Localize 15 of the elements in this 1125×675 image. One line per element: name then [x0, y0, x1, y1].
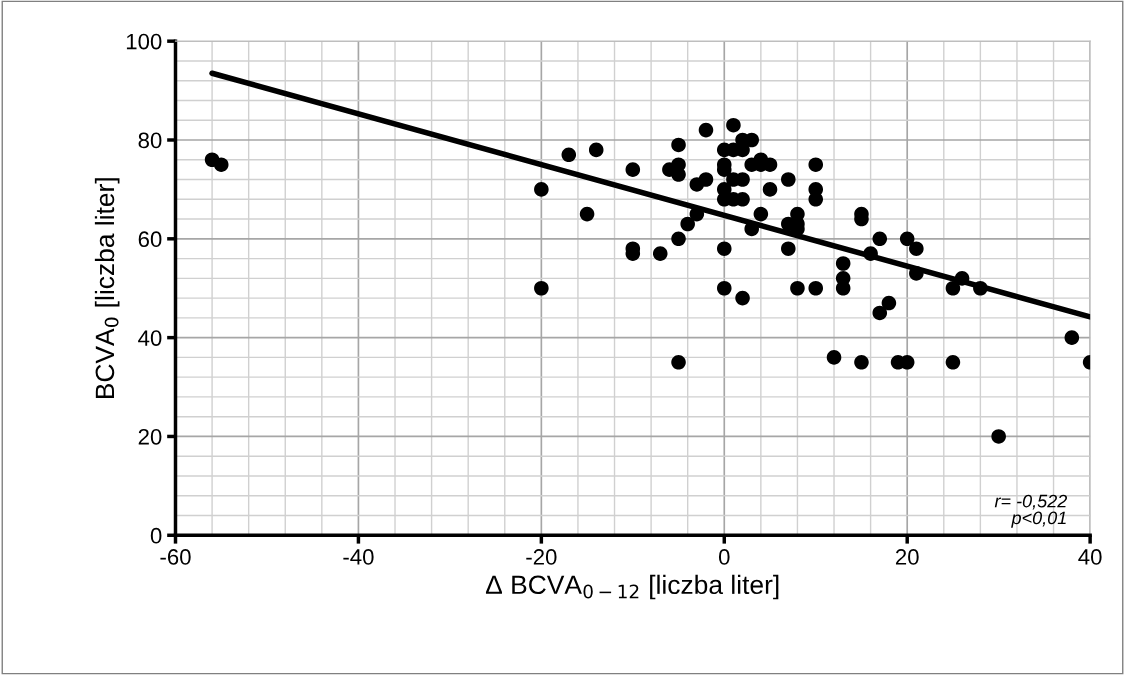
x-tick-label: 0	[718, 549, 730, 565]
x-tick-label: -40	[343, 549, 374, 565]
y-axis-title: BCVA$_{0}$ [liczba liter]	[94, 178, 120, 399]
y-tick-label: 100	[126, 33, 162, 50]
y-tick-label: 40	[138, 330, 162, 346]
x-tick-label: 20	[895, 549, 919, 565]
x-tick-label: -20	[526, 549, 557, 565]
y-tick-label: 60	[138, 231, 162, 248]
x-axis-title: Δ BCVA$_{0−12}$ [liczba liter]	[485, 574, 779, 600]
y-tick-label: 80	[138, 132, 162, 149]
y-tick-label: 0	[150, 527, 162, 544]
x-tick-label: 40	[1078, 549, 1102, 565]
x-tick-label: -60	[160, 549, 191, 565]
y-tick-label: 20	[138, 428, 162, 445]
annotation: r= -0,522 p<0,01	[994, 494, 1067, 528]
